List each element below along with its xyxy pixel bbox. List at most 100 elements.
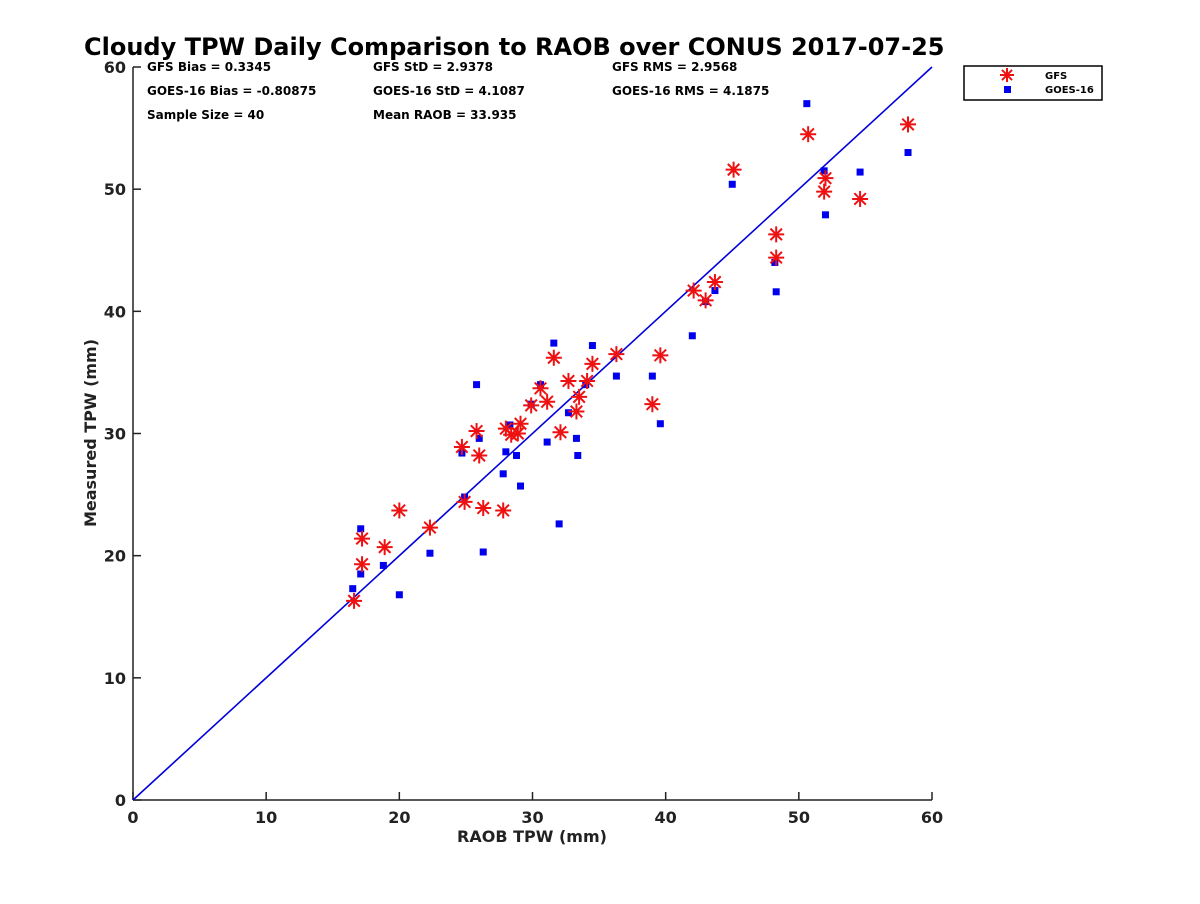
- gfs-point-stroke: [472, 449, 486, 462]
- y-tick-label: 30: [104, 425, 126, 444]
- gfs-point-stroke: [708, 275, 722, 289]
- gfs-point: [900, 116, 917, 133]
- y-tick-label: 10: [104, 669, 126, 688]
- gfs-point: [768, 226, 785, 243]
- gfs-point: [817, 170, 834, 187]
- gfs-point: [697, 292, 714, 309]
- x-tick-label: 60: [921, 808, 943, 827]
- goes16-point: [379, 561, 387, 569]
- gfs-point: [608, 346, 625, 363]
- gfs-point-stroke: [645, 397, 659, 411]
- goes16-point: [555, 520, 563, 528]
- gfs-point-stroke: [355, 532, 369, 546]
- goes16-point: [543, 438, 551, 446]
- goes16-point: [803, 100, 811, 108]
- goes16-point: [711, 287, 719, 295]
- stat-goes-rms: GOES-16 RMS = 4.1875: [612, 84, 769, 98]
- y-tick-label: 0: [115, 791, 126, 810]
- gfs-point-stroke: [514, 417, 527, 431]
- x-tick-label: 30: [521, 808, 543, 827]
- legend-box: [963, 65, 1103, 101]
- gfs-point-stroke: [561, 374, 575, 388]
- goes16-point: [582, 381, 590, 389]
- gfs-point-stroke: [818, 171, 832, 185]
- gfs-point-stroke: [727, 163, 741, 177]
- gfs-point-stroke: [355, 557, 369, 571]
- gfs-point-stroke: [423, 521, 437, 535]
- legend-gfs-asterisk: [1000, 68, 1014, 82]
- goes16-point: [820, 167, 828, 175]
- gfs-point: [453, 438, 470, 455]
- gfs-point-stroke: [687, 284, 701, 298]
- stat-goes-bias: GOES-16 Bias = -0.80875: [147, 84, 316, 98]
- x-tick-label: 40: [655, 808, 677, 827]
- x-tick-label: 20: [388, 808, 410, 827]
- gfs-point: [421, 519, 438, 536]
- gfs-point: [456, 493, 473, 510]
- gfs-point-stroke: [553, 425, 567, 439]
- goes16-point: [395, 591, 403, 599]
- gfs-point-stroke: [585, 357, 599, 371]
- gfs-point-stroke: [769, 251, 783, 265]
- gfs-point: [800, 126, 817, 143]
- gfs-point: [768, 249, 785, 266]
- gfs-point-stroke: [547, 351, 561, 365]
- gfs-point-stroke: [524, 398, 538, 412]
- goes16-point: [588, 342, 596, 350]
- goes16-point: [656, 420, 664, 428]
- y-tick-label: 20: [104, 547, 126, 566]
- y-axis-label: Measured TPW (mm): [81, 339, 100, 527]
- gfs-point: [532, 380, 549, 397]
- goes16-point: [772, 288, 780, 296]
- gfs-point-stroke: [455, 440, 469, 454]
- gfs-point: [816, 183, 833, 200]
- gfs-point-stroke: [801, 127, 815, 141]
- goes16-point: [517, 482, 525, 490]
- goes16-point: [357, 570, 365, 578]
- stat-gfs-std: GFS StD = 2.9378: [373, 60, 493, 74]
- gfs-point: [568, 403, 585, 420]
- gfs-point: [652, 347, 669, 364]
- goes16-point: [499, 470, 507, 478]
- gfs-point-stroke: [458, 495, 472, 509]
- gfs-point-stroke: [347, 594, 361, 608]
- chart-title: Cloudy TPW Daily Comparison to RAOB over…: [84, 33, 944, 61]
- gfs-point: [706, 274, 723, 291]
- one-to-one-line: [132, 66, 933, 801]
- gfs-point-stroke: [540, 395, 554, 409]
- goes16-point: [479, 548, 487, 556]
- goes16-point: [856, 168, 864, 176]
- stat-mean-raob: Mean RAOB = 33.935: [373, 108, 517, 122]
- gfs-point: [560, 372, 577, 389]
- gfs-point-stroke: [476, 501, 490, 515]
- goes16-point: [728, 180, 736, 188]
- x-tick-label: 50: [788, 808, 810, 827]
- gfs-point: [509, 425, 526, 442]
- gfs-point: [579, 372, 596, 389]
- gfs-point: [354, 556, 371, 573]
- gfs-point: [523, 397, 540, 414]
- gfs-point: [852, 190, 869, 207]
- gfs-point-stroke: [392, 503, 406, 517]
- gfs-point-stroke: [496, 503, 510, 517]
- x-tick-label: 0: [127, 808, 138, 827]
- x-tick-label: 10: [255, 808, 277, 827]
- gfs-point-stroke: [378, 540, 392, 554]
- gfs-point: [376, 539, 393, 556]
- goes16-point: [904, 149, 912, 157]
- gfs-point: [725, 161, 742, 178]
- gfs-point: [468, 423, 485, 440]
- goes16-point: [564, 409, 572, 417]
- goes16-point: [572, 434, 580, 442]
- y-tick-label: 40: [104, 302, 126, 321]
- gfs-point-stroke: [817, 185, 831, 199]
- y-tick-label: 60: [104, 58, 126, 77]
- legend-goes-label: GOES-16: [1045, 85, 1094, 96]
- gfs-point: [539, 393, 556, 410]
- gfs-point-stroke: [653, 348, 667, 362]
- gfs-point: [512, 415, 529, 432]
- legend-gfs-asterisk-stroke: [1001, 69, 1013, 81]
- stat-gfs-bias: GFS Bias = 0.3345: [147, 60, 271, 74]
- goes16-point: [612, 372, 620, 380]
- stat-goes-std: GOES-16 StD = 4.1087: [373, 84, 525, 98]
